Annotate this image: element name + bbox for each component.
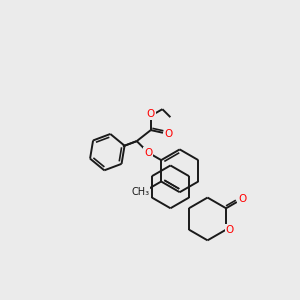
Text: O: O [147, 109, 155, 119]
Text: CH₃: CH₃ [131, 187, 150, 197]
Text: O: O [165, 129, 173, 139]
Text: O: O [144, 148, 152, 158]
Text: O: O [238, 194, 246, 204]
Text: O: O [226, 225, 234, 235]
